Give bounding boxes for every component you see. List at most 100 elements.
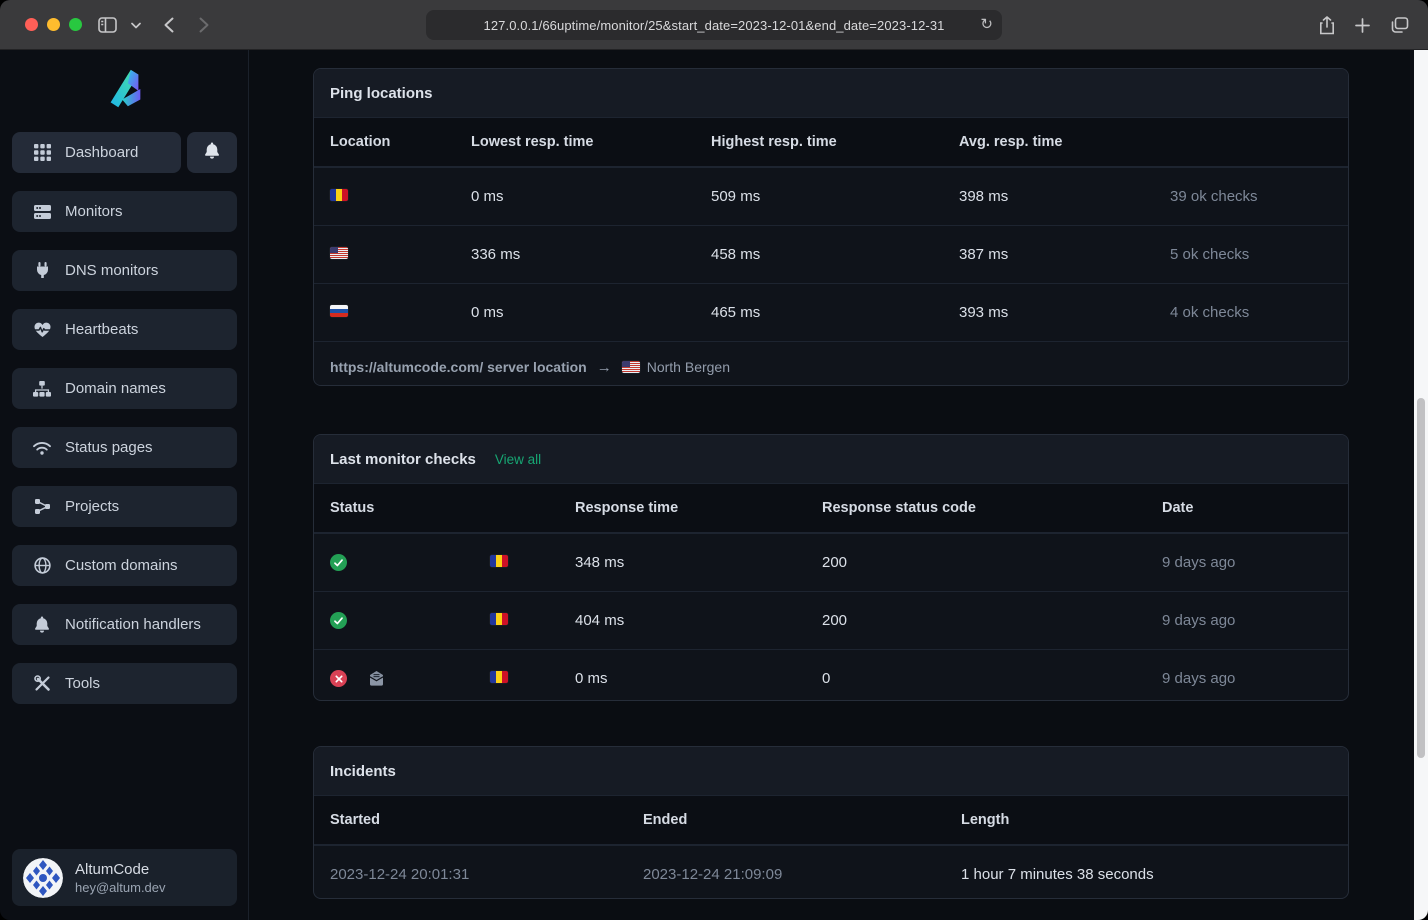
column-header-length: Length — [961, 812, 1010, 828]
table-row: 2023-12-24 20:01:31 2023-12-24 21:09:09 … — [314, 845, 1348, 898]
check-date: 9 days ago — [1162, 612, 1236, 629]
sidebar-item-label: DNS monitors — [65, 262, 159, 279]
incidents-title: Incidents — [330, 762, 396, 780]
romania-flag — [490, 554, 508, 567]
globe-icon — [33, 557, 51, 575]
avg-resp-time: 398 ms — [959, 188, 1009, 205]
sidebar-item-domain-names[interactable]: Domain names — [12, 368, 237, 409]
user-name: AltumCode — [75, 860, 150, 878]
sidebar-item-label: Domain names — [65, 380, 166, 397]
sidebar-toggle-icon[interactable] — [95, 13, 119, 37]
sidebar-item-projects[interactable]: Projects — [12, 486, 237, 527]
highest-resp-time: 465 ms — [711, 304, 761, 321]
column-header-highest: Highest resp. time — [711, 134, 837, 150]
close-window-button[interactable] — [25, 18, 38, 31]
nodes-icon — [33, 498, 51, 516]
sidebar-item-status-pages[interactable]: Status pages — [12, 427, 237, 468]
server-icon — [33, 203, 51, 221]
bell-icon — [33, 616, 51, 634]
table-row: 348 ms 200 9 days ago — [314, 533, 1348, 591]
sidebar-item-notification-handlers[interactable]: Notification handlers — [12, 604, 237, 645]
bell-icon — [204, 142, 220, 164]
wifi-icon — [33, 439, 51, 457]
status-code: 200 — [822, 612, 848, 629]
notifications-button[interactable] — [187, 132, 237, 173]
last-monitor-checks-card: Last monitor checks View all Status Resp… — [313, 434, 1349, 701]
column-header-location: Location — [330, 134, 391, 150]
column-header-ended: Ended — [643, 812, 688, 828]
response-time: 0 ms — [575, 670, 608, 687]
minimize-window-button[interactable] — [47, 18, 60, 31]
view-all-link[interactable]: View all — [494, 451, 542, 467]
sidebar-item-label: Projects — [65, 498, 120, 515]
avatar — [23, 857, 63, 898]
sitemap-icon — [33, 380, 51, 398]
scrollbar-thumb[interactable] — [1417, 398, 1425, 758]
forward-icon[interactable] — [192, 13, 216, 37]
sidebar-item-label: Tools — [65, 675, 101, 692]
avg-resp-time: 387 ms — [959, 246, 1009, 263]
table-row: 0 ms 509 ms 398 ms 39 ok checks — [314, 167, 1348, 225]
sidebar-item-tools[interactable]: Tools — [12, 663, 237, 704]
ok-checks: 39 ok checks — [1170, 188, 1258, 205]
column-header-started: Started — [330, 812, 380, 828]
sidebar-item-custom-domains[interactable]: Custom domains — [12, 545, 237, 586]
ping-locations-title: Ping locations — [330, 84, 433, 102]
sidebar-item-dashboard[interactable]: Dashboard — [12, 132, 181, 173]
sidebar-item-dns-monitors[interactable]: DNS monitors — [12, 250, 237, 291]
check-date: 9 days ago — [1162, 554, 1236, 571]
sidebar-item-label: Monitors — [65, 203, 123, 220]
highest-resp-time: 458 ms — [711, 246, 761, 263]
server-location-label: https://altumcode.com/ server location — [330, 359, 587, 375]
sidebar-item-heartbeats[interactable]: Heartbeats — [12, 309, 237, 350]
table-row: 0 ms 465 ms 393 ms 4 ok checks — [314, 283, 1348, 341]
tools-icon — [33, 675, 51, 693]
share-icon[interactable] — [1315, 13, 1339, 37]
tab-overview-icon[interactable] — [1388, 13, 1412, 37]
server-location-footer: https://altumcode.com/ server location →… — [314, 341, 1348, 385]
status-code: 200 — [822, 554, 848, 571]
usa-flag — [330, 246, 348, 259]
notification-sent-icon — [368, 671, 385, 686]
sidebar-item-monitors[interactable]: Monitors — [12, 191, 237, 232]
browser-toolbar: 127.0.0.1/66uptime/monitor/25&start_date… — [0, 0, 1428, 50]
romania-flag — [490, 612, 508, 625]
zoom-window-button[interactable] — [69, 18, 82, 31]
table-row: 0 ms 0 9 days ago — [314, 649, 1348, 700]
heart-pulse-icon — [33, 321, 51, 339]
russia-flag — [330, 304, 348, 317]
new-tab-icon[interactable] — [1350, 13, 1374, 37]
arrow-right-icon: → — [596, 358, 612, 376]
address-bar[interactable]: 127.0.0.1/66uptime/monitor/25&start_date… — [426, 10, 1002, 40]
reload-icon[interactable]: ↻ — [980, 16, 993, 33]
check-date: 9 days ago — [1162, 670, 1236, 687]
usa-flag — [621, 361, 640, 373]
table-row: 336 ms 458 ms 387 ms 5 ok checks — [314, 225, 1348, 283]
column-header-response-time: Response time — [575, 500, 679, 516]
highest-resp-time: 509 ms — [711, 188, 761, 205]
back-icon[interactable] — [157, 13, 181, 37]
status-code: 0 — [822, 670, 831, 687]
avg-resp-time: 393 ms — [959, 304, 1009, 321]
incident-ended: 2023-12-24 21:09:09 — [643, 866, 783, 883]
sidebar-item-label: Status pages — [65, 439, 153, 456]
ok-checks: 4 ok checks — [1170, 304, 1250, 321]
scrollbar-track[interactable] — [1414, 50, 1428, 920]
column-header-lowest: Lowest resp. time — [471, 134, 594, 150]
ping-locations-card: Ping locations Location Lowest resp. tim… — [313, 68, 1349, 386]
incident-length: 1 hour 7 minutes 38 seconds — [961, 866, 1154, 883]
column-header-status-code: Response status code — [822, 500, 976, 516]
sidebar-item-label: Notification handlers — [65, 616, 201, 633]
response-time: 404 ms — [575, 612, 625, 629]
main-content: Ping locations Location Lowest resp. tim… — [249, 50, 1428, 920]
user-card[interactable]: AltumCode hey@altum.dev — [12, 849, 237, 906]
lowest-resp-time: 336 ms — [471, 246, 521, 263]
app-logo — [0, 66, 249, 112]
user-email: hey@altum.dev — [75, 879, 166, 895]
romania-flag — [330, 188, 348, 201]
ok-checks: 5 ok checks — [1170, 246, 1250, 263]
server-location-value: North Bergen — [646, 359, 731, 375]
chevron-down-icon[interactable] — [124, 13, 148, 37]
table-row: 404 ms 200 9 days ago — [314, 591, 1348, 649]
